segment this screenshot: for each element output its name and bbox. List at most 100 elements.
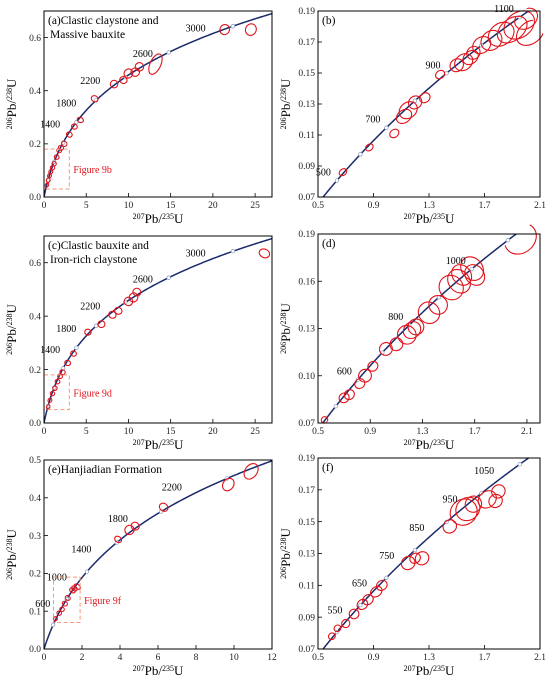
zircon-ellipse: [70, 350, 77, 357]
zircon-ellipse: [70, 123, 78, 130]
y-tick-label: 0.13: [298, 550, 315, 560]
age-marker: [517, 462, 522, 467]
panel-c: 1400 1800 2200 2600 3000 Figure 9d 0 5 10 15 20 25 0…: [4, 235, 273, 452]
zircon-ellipse: [338, 392, 350, 404]
zircon-ellipse: [45, 404, 51, 410]
zircon-ellipse: [460, 256, 485, 281]
inset-label: Figure 9f: [84, 596, 122, 607]
age-label: 1100: [494, 4, 514, 15]
zircon-ellipse: [44, 182, 50, 188]
age-label: 2600: [133, 274, 153, 285]
zircon-ellipse: [496, 15, 528, 44]
panel-d: 600 800 1000 0.5 0.9 1.3 1.7 2.1 0.07 0.10 0.13 0.1…: [278, 222, 541, 452]
y-axis-title: 206Pb/238U: [4, 78, 19, 129]
panel-title: (c)Clastic bauxite and: [48, 240, 149, 252]
zircon-ellipse: [438, 274, 464, 301]
y-tick-label: 0.5: [29, 456, 41, 466]
x-tick-label: 25: [250, 427, 260, 437]
zircon-ellipse: [158, 502, 169, 512]
concordia-curve: [44, 12, 272, 197]
panel-title: (a)Clastic claystone and: [48, 15, 159, 27]
age-marker: [166, 50, 171, 55]
zircon-ellipse: [464, 264, 486, 286]
zircon-ellipse: [59, 606, 65, 613]
plot-frame: [317, 457, 541, 650]
panel-title: (e)Hanjiadian Formation: [48, 464, 162, 476]
zircon-ellipse: [71, 585, 78, 592]
x-tick-label: 2.1: [534, 201, 546, 211]
x-tick-label: 0: [42, 201, 47, 211]
zircon-ellipse: [417, 301, 441, 325]
plot-frame: [43, 235, 273, 424]
y-tick-label: 0.17: [298, 38, 315, 48]
inset-box: [53, 576, 81, 624]
zircon-ellipse: [258, 248, 271, 259]
age-label: 1800: [108, 514, 128, 525]
y-axis-title: 206Pb/238U: [278, 528, 293, 579]
y-axis-title: 206Pb/238U: [278, 78, 293, 129]
x-axis-title: 207Pb/235U: [133, 663, 184, 678]
x-tick-label: 6: [156, 653, 161, 663]
zircon-ellipse: [61, 600, 68, 607]
zircon-ellipse: [49, 390, 56, 397]
zircon-ellipse: [73, 583, 81, 590]
zircon-ellipse: [114, 306, 123, 315]
panel-title: (f): [322, 462, 334, 474]
age-label: 1400: [40, 120, 60, 131]
age-marker: [412, 547, 418, 553]
age-label: 3000: [186, 24, 206, 35]
age-label: 1800: [56, 98, 76, 109]
y-axis-title: 206Pb/238U: [4, 304, 19, 355]
y-tick-label: 0.1: [29, 607, 41, 617]
age-label: 2200: [80, 76, 100, 87]
y-tick-label: 0.0: [29, 419, 41, 429]
y-tick-label: 0.07: [298, 193, 315, 203]
age-label: 700: [365, 115, 380, 126]
panel-subtitle: Massive bauxite: [50, 29, 125, 41]
y-tick-label: 0.09: [298, 613, 315, 623]
x-tick-label: 20: [208, 427, 218, 437]
zircon-ellipse: [130, 67, 140, 77]
zircon-ellipse: [76, 116, 84, 124]
zircon-ellipse: [221, 477, 235, 492]
age-marker: [412, 98, 418, 103]
zircon-ellipse: [356, 598, 369, 611]
x-axis-title: 207Pb/235U: [404, 211, 455, 226]
zircon-ellipse: [114, 535, 123, 544]
y-tick-label: 0.07: [298, 645, 315, 655]
x-tick-label: 1.7: [469, 427, 481, 437]
x-tick-label: 0.9: [368, 201, 380, 211]
y-tick-label: 0.2: [29, 140, 41, 150]
x-tick-label: 2: [80, 653, 85, 663]
y-tick-label: 0.17: [298, 486, 315, 496]
x-tick-label: 10: [124, 427, 134, 437]
zircon-ellipse: [409, 552, 421, 564]
x-tick-label: 2.1: [521, 427, 533, 437]
y-tick-label: 0.16: [298, 277, 315, 287]
y-tick-label: 0.19: [298, 230, 315, 240]
zircon-ellipse: [124, 524, 135, 536]
inset-label: Figure 9d: [73, 388, 112, 399]
y-axis-title: 206Pb/238U: [4, 529, 19, 580]
zircon-ellipse: [419, 92, 431, 104]
age-label: 1800: [56, 324, 76, 335]
zircon-ellipse: [400, 555, 416, 571]
x-tick-label: 0.5: [312, 201, 324, 211]
panel-subtitle: Iron-rich claystone: [50, 254, 137, 266]
y-tick-label: 0.09: [298, 162, 315, 172]
age-label: 2600: [133, 49, 153, 60]
x-tick-label: 0.9: [364, 427, 376, 437]
age-label: 900: [426, 60, 441, 71]
zircon-ellipse: [358, 368, 372, 383]
zircon-ellipse: [378, 342, 393, 356]
x-tick-label: 0: [42, 653, 47, 663]
age-marker: [444, 71, 449, 76]
zircon-ellipse: [53, 154, 60, 160]
zircon-ellipse: [407, 318, 425, 336]
zircon-ellipse: [47, 397, 53, 403]
zircon-ellipse: [97, 320, 106, 329]
x-tick-label: 10: [229, 653, 239, 663]
age-marker: [384, 575, 389, 580]
x-tick-label: 1.3: [417, 427, 429, 437]
zircon-ellipse: [367, 360, 379, 372]
